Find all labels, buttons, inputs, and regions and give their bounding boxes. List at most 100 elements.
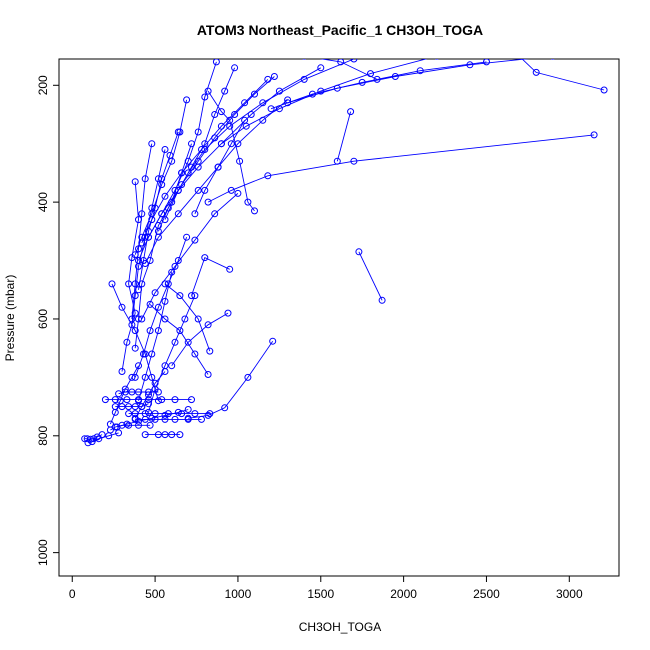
data-point	[166, 151, 174, 159]
data-point	[227, 186, 235, 194]
series-line	[148, 67, 322, 238]
data-point	[123, 396, 131, 404]
data-point	[106, 420, 114, 428]
y-tick-label: 800	[36, 425, 50, 445]
data-point	[135, 286, 142, 294]
data-point	[194, 315, 202, 323]
series-line	[149, 304, 209, 375]
data-point	[241, 99, 249, 107]
data-point	[178, 169, 186, 177]
data-point	[93, 433, 101, 441]
series-line	[164, 283, 211, 352]
series-line	[187, 59, 355, 174]
series-line	[221, 59, 428, 145]
data-point	[224, 309, 232, 317]
data-point	[226, 122, 234, 130]
data-point	[231, 111, 239, 118]
data-point	[251, 207, 258, 215]
series-line	[207, 134, 595, 203]
data-point	[391, 73, 399, 80]
data-point	[118, 303, 126, 311]
data-point	[284, 99, 292, 107]
data-point	[168, 362, 176, 370]
data-point	[510, 47, 516, 53]
series-line	[336, 111, 352, 162]
data-point	[267, 105, 275, 113]
data-point	[532, 68, 540, 76]
data-point	[125, 421, 133, 429]
y-tick-label: 600	[36, 309, 50, 329]
data-point	[270, 73, 278, 80]
series-2	[302, 59, 381, 83]
series-25	[154, 73, 278, 235]
data-point	[350, 157, 358, 165]
data-point	[161, 415, 169, 423]
data-point	[194, 186, 202, 194]
data-point	[131, 178, 139, 186]
series-line	[188, 340, 274, 419]
data-point	[211, 111, 219, 118]
data-point	[95, 435, 103, 443]
data-point	[111, 408, 119, 416]
data-point	[145, 408, 152, 416]
data-point	[174, 210, 182, 218]
data-point	[178, 410, 186, 418]
series-39	[84, 429, 123, 447]
series-11	[138, 189, 242, 323]
series-line	[171, 312, 229, 366]
data-point	[116, 397, 124, 405]
series-line	[287, 59, 530, 104]
series-line	[109, 365, 139, 425]
data-point	[121, 385, 129, 393]
data-point	[367, 70, 374, 78]
data-point	[135, 388, 142, 396]
series-line	[138, 272, 173, 401]
data-point	[154, 431, 162, 439]
data-point	[212, 59, 220, 66]
data-point	[125, 410, 133, 418]
data-point	[151, 204, 159, 212]
x-tick-label: 2500	[473, 587, 500, 601]
series-line	[319, 59, 378, 80]
data-point	[176, 292, 184, 300]
y-tick-label: 400	[36, 192, 50, 212]
series-13	[145, 64, 325, 241]
data-point	[145, 391, 152, 399]
data-point	[146, 300, 154, 308]
data-point	[355, 248, 363, 256]
data-point	[302, 59, 307, 60]
data-point	[161, 192, 169, 200]
data-point	[131, 414, 139, 422]
data-point	[164, 280, 172, 288]
data-point	[141, 175, 149, 183]
data-point	[135, 396, 142, 404]
data-point	[161, 411, 169, 419]
data-point	[151, 289, 159, 297]
series-line	[134, 143, 192, 349]
series-line	[134, 237, 188, 378]
data-point	[184, 338, 192, 346]
data-point	[148, 373, 156, 381]
series-line	[157, 76, 275, 232]
data-point	[146, 257, 154, 264]
series-5	[184, 337, 277, 422]
data-point	[171, 338, 179, 346]
data-point	[131, 344, 139, 352]
data-point	[88, 438, 96, 446]
x-tick-label: 2000	[390, 587, 417, 601]
data-point	[140, 350, 147, 358]
data-point	[131, 280, 139, 288]
series-line	[521, 59, 605, 91]
data-point	[138, 403, 146, 411]
data-point	[151, 379, 159, 387]
data-point	[226, 265, 234, 273]
data-point	[131, 327, 139, 335]
series-line	[270, 61, 487, 110]
data-point	[151, 415, 159, 423]
data-point	[171, 415, 179, 423]
data-point	[300, 75, 308, 83]
data-point	[483, 59, 490, 66]
data-point	[317, 64, 325, 72]
series-line	[141, 193, 239, 320]
